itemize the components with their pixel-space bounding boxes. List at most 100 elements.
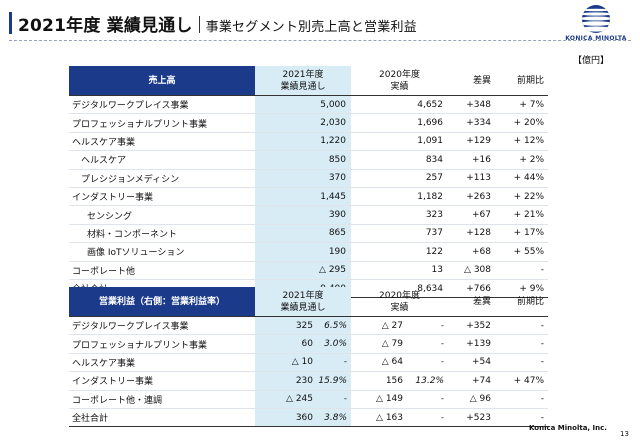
difference-value: +352 (448, 316, 496, 336)
title-sub: 事業セグメント別売上高と営業利益 (205, 20, 417, 35)
forecast-margin: - (318, 353, 351, 373)
op-header-label: 営業利益（右側：営業利益率） (69, 287, 255, 317)
prev-year-margin: - (408, 334, 448, 354)
page-number: 13 (620, 430, 629, 438)
forecast-value: 325 (255, 316, 318, 336)
forecast-value: 1,220 (255, 132, 351, 152)
sales-header-diff: 差異 (448, 66, 496, 96)
op-row: プロフェッショナルプリント事業 60 3.0% △ 79- +139- (69, 334, 548, 354)
prev-year-value: 156 (351, 371, 408, 391)
segment-label: ヘルスケア (69, 150, 255, 170)
forecast-value: 5,000 (255, 95, 351, 115)
difference-value: △ 308 (448, 261, 496, 280)
segment-label: インダストリー事業 (69, 371, 255, 391)
forecast-value: △ 10 (255, 353, 318, 373)
difference-value: +523 (448, 407, 496, 428)
prev-year-value: 257 (351, 169, 448, 188)
yoy-value: + 55% (496, 242, 548, 262)
segment-label: 材料・コンポーネント (69, 224, 255, 244)
forecast-margin: 3.0% (318, 334, 351, 354)
op-header-forecast: 2021年度 業績見通し (255, 287, 351, 317)
prev-year-value: △ 64 (351, 353, 408, 373)
difference-value: +113 (448, 169, 496, 188)
op-header-row: 営業利益（右側：営業利益率） 2021年度 業績見通し 2020年度 実績 差異… (69, 287, 548, 317)
sales-row: 材料・コンポーネント 865 737 +128 + 17% (69, 224, 548, 244)
difference-value: +16 (448, 150, 496, 170)
page-title: 2021年度 業績見通し 事業セグメント別売上高と営業利益 (18, 11, 417, 36)
sales-row: プロフェッショナルプリント事業 2,030 1,696 +334 + 20% (69, 113, 548, 133)
prev-year-value: △ 149 (351, 390, 408, 409)
segment-label: ヘルスケア事業 (69, 132, 255, 152)
segment-label: センシング (69, 205, 255, 225)
segment-label: プレシジョンメディシン (69, 169, 255, 188)
difference-value: +139 (448, 334, 496, 354)
forecast-value: △ 295 (255, 261, 351, 280)
op-header-diff: 差異 (448, 287, 496, 317)
yoy-value: + 20% (496, 113, 548, 133)
company-logo: KONICA MINOLTA (555, 4, 637, 44)
sales-header-forecast: 2021年度 業績見通し (255, 66, 351, 96)
prev-year-value: 323 (351, 205, 448, 225)
sales-header-prev: 2020年度 実績 (351, 66, 448, 96)
prev-year-margin: - (408, 407, 448, 428)
segment-label: ヘルスケア事業 (69, 353, 255, 373)
sales-header-row: 売上高 2021年度 業績見通し 2020年度 実績 差異 前期比 (69, 66, 548, 96)
segment-label: コーポレート他 (69, 261, 255, 280)
yoy-value: + 7% (496, 95, 548, 115)
prev-year-margin: 13.2% (408, 371, 448, 391)
forecast-value: 865 (255, 224, 351, 244)
difference-value: △ 96 (448, 390, 496, 409)
prev-year-margin: - (408, 316, 448, 336)
globe-logo-icon (582, 5, 610, 33)
prev-year-value: 13 (351, 261, 448, 280)
forecast-value: 2,030 (255, 113, 351, 133)
sales-row: プレシジョンメディシン 370 257 +113 + 44% (69, 169, 548, 188)
forecast-value: 370 (255, 169, 351, 188)
yoy-value: - (496, 261, 548, 280)
difference-value: +263 (448, 187, 496, 207)
sales-row: コーポレート他 △ 295 13 △ 308- (69, 261, 548, 280)
forecast-value: 230 (255, 371, 318, 391)
difference-value: +348 (448, 95, 496, 115)
title-accent-bar (9, 12, 12, 34)
difference-value: +74 (448, 371, 496, 391)
op-header-yoy: 前期比 (496, 287, 548, 317)
sales-row: インダストリー事業 1,445 1,182 +263 + 22% (69, 187, 548, 207)
yoy-value: + 17% (496, 224, 548, 244)
yoy-value: + 21% (496, 205, 548, 225)
sales-row: 画像 IoTソリューション 190 122 +68 + 55% (69, 242, 548, 262)
prev-year-margin: - (408, 390, 448, 409)
yoy-value: + 47% (496, 371, 548, 391)
title-underline (9, 40, 631, 41)
forecast-margin: - (318, 390, 351, 409)
yoy-value: + 44% (496, 169, 548, 188)
sales-table: 売上高 2021年度 業績見通し 2020年度 実績 差異 前期比 デジタルワー… (69, 66, 548, 299)
yoy-value: + 2% (496, 150, 548, 170)
op-total-row: 全社合計 360 3.8% △ 163- +523- (69, 407, 548, 428)
prev-year-margin: - (408, 353, 448, 373)
prev-year-value: 122 (351, 242, 448, 262)
unit-label: 【億円】 (573, 56, 610, 66)
op-row: コーポレート他・連調 △ 245- △ 149- △ 96- (69, 390, 548, 409)
prev-year-value: 1,091 (351, 132, 448, 152)
difference-value: +334 (448, 113, 496, 133)
segment-label: 全社合計 (69, 407, 255, 428)
difference-value: +67 (448, 205, 496, 225)
title-bar: 2021年度 業績見通し 事業セグメント別売上高と営業利益 KONICA MINO… (0, 0, 640, 46)
difference-value: +54 (448, 353, 496, 373)
forecast-value: 190 (255, 242, 351, 262)
logo-wordmark: KONICA MINOLTA (565, 35, 627, 42)
forecast-value: 60 (255, 334, 318, 354)
difference-value: +68 (448, 242, 496, 262)
footer-company: Konica Minolta, Inc. (529, 424, 607, 432)
op-row: ヘルスケア事業 △ 10- △ 64- +54- (69, 353, 548, 373)
prev-year-value: △ 163 (351, 407, 408, 428)
yoy-value: - (496, 334, 548, 354)
yoy-value: - (496, 407, 548, 428)
forecast-value: 360 (255, 407, 318, 428)
difference-value: +129 (448, 132, 496, 152)
operating-profit-table: 営業利益（右側：営業利益率） 2021年度 業績見通し 2020年度 実績 差異… (69, 287, 548, 428)
yoy-value: + 22% (496, 187, 548, 207)
sales-row: ヘルスケア事業 1,220 1,091 +129 + 12% (69, 132, 548, 152)
sales-row: デジタルワークプレイス事業 5,000 4,652 +348 + 7% (69, 95, 548, 115)
